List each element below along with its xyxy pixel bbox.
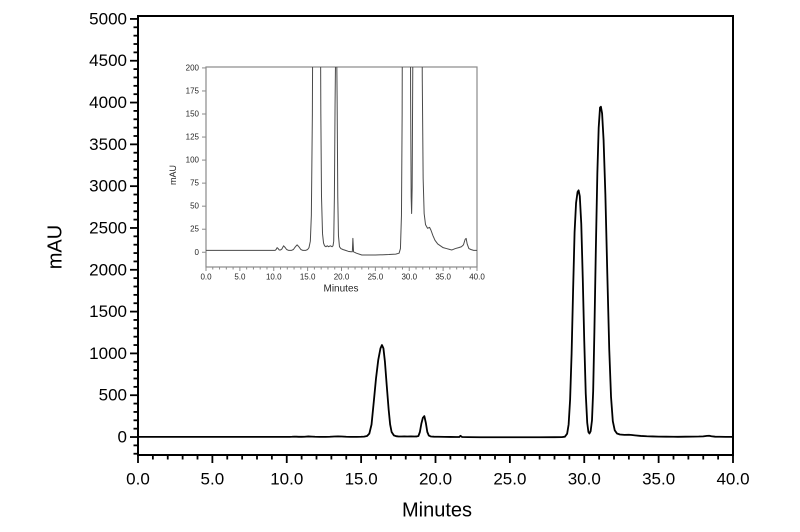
main-plot-frame [137, 15, 734, 456]
main-y-tick-label: 2500 [89, 218, 127, 237]
inset-chart: 0.0 5.0 10.0 15.0 20.0 25.0 30.0 35.0 40.0 0 25 50 7… [186, 63, 486, 282]
inset-y-tick-label: 125 [186, 133, 200, 142]
inset-y-tick-label: 175 [186, 86, 200, 95]
main-x-tick-label: 30.0 [568, 470, 601, 489]
inset-y-tick-label: 100 [186, 156, 200, 165]
main-y-axis-label: mAU [44, 224, 67, 270]
inset-x-tick-label: 5.0 [234, 273, 246, 282]
main-x-tick-label: 40.0 [716, 470, 749, 489]
main-y-tick-label: 0 [118, 428, 127, 447]
main-x-tick-label: 20.0 [419, 470, 452, 489]
main-y-tick-label: 5000 [89, 9, 127, 28]
main-y-tick-label: 4500 [89, 51, 127, 70]
main-y-tick-label: 2000 [89, 260, 127, 279]
inset-x-tick-label: 35.0 [435, 273, 451, 282]
inset-y-tick-label: 150 [186, 110, 200, 119]
main-chart: 0.0 5.0 10.0 15.0 20.0 25.0 30.0 35.0 40.0050010… [89, 9, 749, 488]
inset-x-tick-label: 20.0 [334, 273, 350, 282]
inset-y-tick-label: 0 [195, 248, 200, 257]
inset-x-axis-label: Minutes [323, 283, 359, 295]
inset-y-tick-label: 200 [186, 63, 200, 72]
inset-x-tick-label: 15.0 [300, 273, 316, 282]
inset-trace-path [206, 67, 477, 256]
main-x-tick-label: 15.0 [345, 470, 378, 489]
main-y-tick-label: 3000 [89, 177, 127, 196]
inset-y-tick-label: 75 [190, 179, 199, 188]
inset-x-tick-label: 25.0 [368, 273, 384, 282]
main-y-tick-label: 4000 [89, 93, 127, 112]
inset-y-axis-label: mAU [168, 165, 178, 185]
inset-x-tick-label: 10.0 [266, 273, 282, 282]
main-y-tick-label: 500 [99, 386, 127, 405]
main-trace-path [138, 105, 733, 439]
inset-x-tick-label: 0.0 [200, 273, 212, 282]
main-x-tick-label: 25.0 [493, 470, 526, 489]
inset-x-tick-label: 40.0 [469, 273, 485, 282]
main-x-tick-label: 35.0 [642, 470, 675, 489]
main-x-axis-label: Minutes [401, 499, 473, 522]
main-y-tick-label: 1500 [89, 302, 127, 321]
main-x-tick-label: 0.0 [126, 470, 150, 489]
main-x-tick-label: 5.0 [201, 470, 225, 489]
inset-x-tick-label: 30.0 [401, 273, 417, 282]
inset-y-tick-label: 50 [190, 202, 199, 211]
inset-y-tick-label: 25 [190, 225, 199, 234]
main-y-tick-label: 3500 [89, 135, 127, 154]
main-x-tick-label: 10.0 [270, 470, 303, 489]
inset-plot-frame [205, 66, 478, 268]
main-y-tick-label: 1000 [89, 344, 127, 363]
